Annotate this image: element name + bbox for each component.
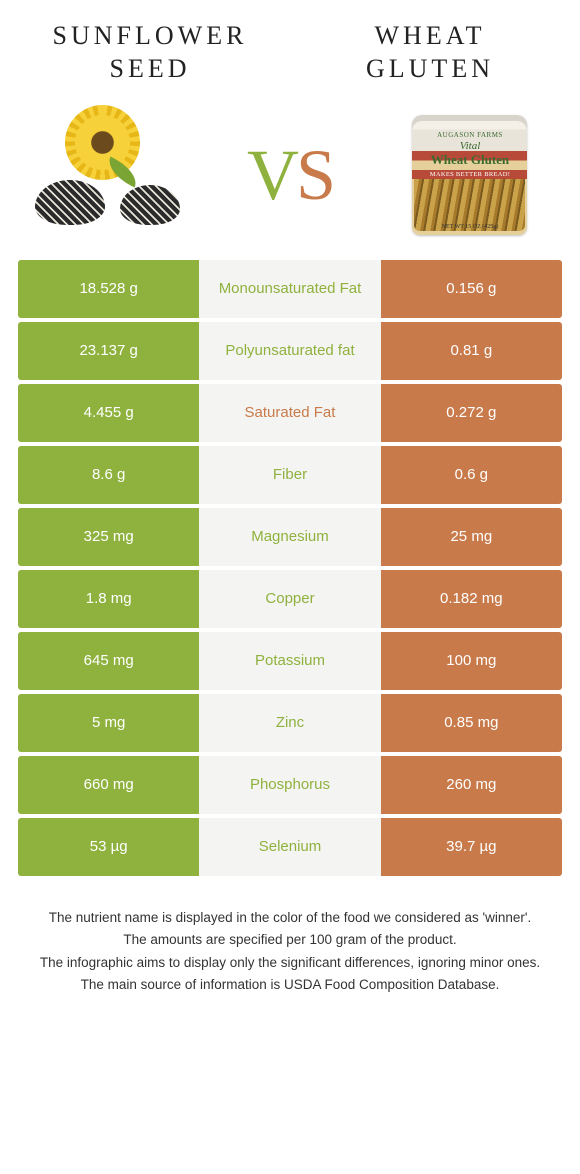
wheat-gluten-image: AUGASON FARMS Vital Wheat Gluten MAKES B… (390, 110, 550, 240)
right-value: 0.272 g (381, 384, 562, 442)
can-netwt: NET WT 15 OZ (425g) (412, 224, 527, 230)
table-row: 325 mgMagnesium25 mg (18, 508, 562, 566)
footnote-line: The nutrient name is displayed in the co… (28, 908, 552, 928)
sunflower-seed-image (30, 110, 190, 240)
right-value: 0.182 mg (381, 570, 562, 628)
vs-label: VS (247, 134, 333, 217)
footnote-line: The main source of information is USDA F… (28, 975, 552, 995)
left-value: 23.137 g (18, 322, 199, 380)
nutrient-label: Polyunsaturated fat (199, 322, 380, 380)
left-value: 8.6 g (18, 446, 199, 504)
table-row: 645 mgPotassium100 mg (18, 632, 562, 690)
right-value: 100 mg (381, 632, 562, 690)
nutrient-label: Saturated Fat (199, 384, 380, 442)
nutrient-label: Monounsaturated Fat (199, 260, 380, 318)
left-food-title: Sunflower seed (40, 20, 260, 85)
right-value: 0.85 mg (381, 694, 562, 752)
table-row: 53 µgSelenium39.7 µg (18, 818, 562, 876)
table-row: 5 mgZinc0.85 mg (18, 694, 562, 752)
hero-row: VS AUGASON FARMS Vital Wheat Gluten MAKE… (0, 95, 580, 260)
right-value: 25 mg (381, 508, 562, 566)
left-value: 53 µg (18, 818, 199, 876)
can-brand: AUGASON FARMS (412, 115, 527, 139)
nutrient-label: Zinc (199, 694, 380, 752)
right-value: 0.6 g (381, 446, 562, 504)
vs-s: S (296, 135, 333, 215)
left-value: 325 mg (18, 508, 199, 566)
nutrient-label: Phosphorus (199, 756, 380, 814)
left-value: 5 mg (18, 694, 199, 752)
left-value: 645 mg (18, 632, 199, 690)
table-row: 660 mgPhosphorus260 mg (18, 756, 562, 814)
left-value: 4.455 g (18, 384, 199, 442)
table-row: 4.455 gSaturated Fat0.272 g (18, 384, 562, 442)
can-line2: Wheat Gluten (412, 152, 527, 168)
left-value: 18.528 g (18, 260, 199, 318)
right-value: 260 mg (381, 756, 562, 814)
left-value: 660 mg (18, 756, 199, 814)
nutrient-label: Copper (199, 570, 380, 628)
footnote-line: The infographic aims to display only the… (28, 953, 552, 973)
left-value: 1.8 mg (18, 570, 199, 628)
can-line1: Vital (412, 140, 527, 152)
header: Sunflower seed Wheat gluten (0, 0, 580, 95)
right-value: 39.7 µg (381, 818, 562, 876)
table-row: 8.6 gFiber0.6 g (18, 446, 562, 504)
right-value: 0.81 g (381, 322, 562, 380)
comparison-table: 18.528 gMonounsaturated Fat0.156 g23.137… (0, 260, 580, 876)
can-ribbon: MAKES BETTER BREAD! (412, 170, 527, 179)
right-value: 0.156 g (381, 260, 562, 318)
nutrient-label: Magnesium (199, 508, 380, 566)
right-food-title: Wheat gluten (320, 20, 540, 85)
table-row: 18.528 gMonounsaturated Fat0.156 g (18, 260, 562, 318)
footnotes: The nutrient name is displayed in the co… (0, 880, 580, 995)
table-row: 1.8 mgCopper0.182 mg (18, 570, 562, 628)
footnote-line: The amounts are specified per 100 gram o… (28, 930, 552, 950)
nutrient-label: Selenium (199, 818, 380, 876)
nutrient-label: Fiber (199, 446, 380, 504)
vs-v: V (247, 135, 296, 215)
nutrient-label: Potassium (199, 632, 380, 690)
table-row: 23.137 gPolyunsaturated fat0.81 g (18, 322, 562, 380)
